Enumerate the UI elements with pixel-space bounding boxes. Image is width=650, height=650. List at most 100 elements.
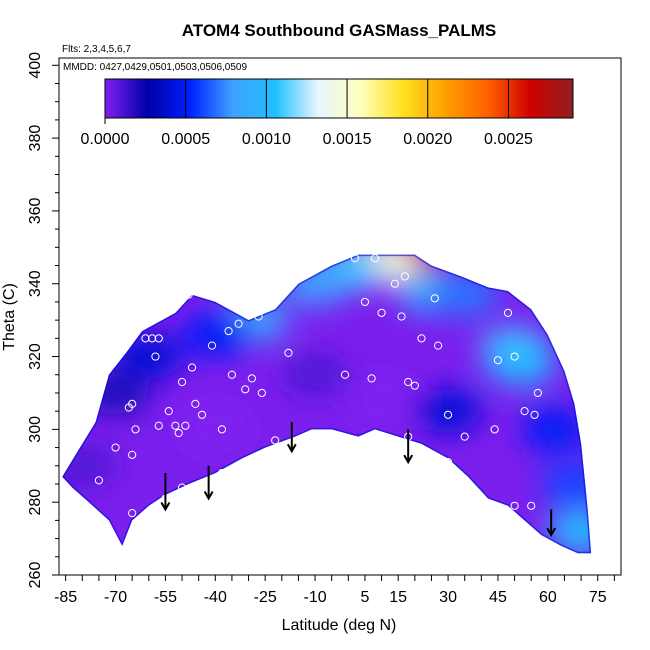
arrow-head <box>286 443 297 454</box>
x-tick-label: -55 <box>154 589 177 606</box>
field-blobs <box>62 254 592 554</box>
field-cell <box>547 509 592 554</box>
x-tick-label: 30 <box>439 589 457 606</box>
sample-point <box>191 399 200 408</box>
sample-point <box>417 334 426 343</box>
sample-point <box>297 454 306 463</box>
sample-point <box>377 308 386 317</box>
sample-point <box>141 334 150 343</box>
x-axis: -85 -70 -55 -40 -25 -10 5 15 30 45 60 75 <box>54 575 615 606</box>
sample-point <box>510 501 519 510</box>
x-axis-label: Latitude (deg N) <box>282 617 397 634</box>
y-tick-label: 260 <box>27 562 44 589</box>
sample-point <box>154 421 163 430</box>
sample-point <box>370 254 380 263</box>
sample-point <box>224 326 233 336</box>
sample-point <box>350 254 360 263</box>
field-cell <box>181 407 250 452</box>
arrow-head <box>160 501 171 512</box>
field-cell <box>181 312 250 357</box>
sample-point <box>174 428 183 438</box>
y-tick-label: 280 <box>27 489 44 516</box>
colorbar <box>104 78 574 119</box>
field-cell <box>520 407 589 452</box>
y-tick-label: 380 <box>27 125 44 152</box>
sample-point <box>277 447 286 456</box>
sample-point <box>430 294 439 303</box>
plot-frame <box>58 57 622 576</box>
sample-point <box>231 465 240 474</box>
dates-annotation: MMDD: 0427,0429,0501,0503,0506,0509 <box>63 62 247 73</box>
x-tick-label: 75 <box>589 589 607 606</box>
sample-point <box>367 374 376 383</box>
sample-point <box>443 458 453 467</box>
sample-point <box>234 319 243 328</box>
sample-point <box>181 421 190 430</box>
sample-point <box>510 352 519 361</box>
sample-point <box>217 425 227 434</box>
sample-point <box>390 279 399 288</box>
sample-points <box>94 254 542 518</box>
sample-point <box>434 341 443 350</box>
sample-point <box>227 370 237 379</box>
sample-point <box>184 290 193 299</box>
sample-point <box>128 509 137 518</box>
sample-point <box>443 410 453 419</box>
y-tick-label: 340 <box>27 270 44 297</box>
tropopause-arrow <box>160 473 171 512</box>
sample-point <box>171 421 180 430</box>
sample-point <box>271 436 280 445</box>
sample-point <box>151 352 160 361</box>
field-cell <box>487 341 556 386</box>
x-tick-label: 15 <box>389 589 407 606</box>
sample-point <box>503 308 513 317</box>
chart-title: ATOM4 Southbound GASMass_PALMS <box>182 21 497 40</box>
sample-point <box>497 505 506 514</box>
tropopause-arrow <box>286 422 297 454</box>
sample-point <box>254 312 263 321</box>
x-tick-label: 60 <box>539 589 557 606</box>
y-tick-label: 320 <box>27 343 44 370</box>
y-tick-label: 400 <box>27 52 44 79</box>
sample-point <box>128 399 137 408</box>
y-axis-label: Theta (C) <box>1 283 18 351</box>
field-cell <box>281 261 350 306</box>
colorbar-tick-label: 0.0010 <box>242 131 291 148</box>
sample-point <box>460 432 469 441</box>
arrow-head <box>403 454 414 465</box>
sample-point <box>533 388 542 398</box>
tropopause-arrow <box>546 509 557 537</box>
sample-point <box>241 385 250 394</box>
colorbar-ticks: 0.0000 0.0005 0.0010 0.0015 0.0020 0.0025 <box>81 79 533 148</box>
y-tick-label: 360 <box>27 197 44 224</box>
colorbar-tick-label: 0.0005 <box>161 131 210 148</box>
y-axis: 260 280 300 320 340 360 380 400 <box>27 52 59 589</box>
sample-point <box>164 407 173 416</box>
sample-point <box>410 381 419 390</box>
field-cell <box>540 461 592 506</box>
sample-point <box>187 363 197 372</box>
tropopause-arrow <box>403 429 414 465</box>
x-tick-label: -40 <box>204 589 227 606</box>
sample-point <box>177 483 187 492</box>
sample-point <box>217 468 227 478</box>
sample-point <box>207 341 217 350</box>
sample-point <box>490 425 499 434</box>
tropopause-arrows <box>160 422 557 537</box>
y-tick-label: 300 <box>27 416 44 443</box>
x-tick-label: -70 <box>104 589 127 606</box>
field-cell <box>347 378 416 423</box>
colorbar-tick-label: 0.0015 <box>323 131 372 148</box>
sample-point <box>493 356 503 365</box>
colorbar-tick-label: 0.0000 <box>81 131 130 148</box>
sample-point <box>404 377 413 387</box>
arrow-head <box>546 527 557 537</box>
flights-annotation: Flts: 2,3,4,5,6,7 <box>62 44 131 55</box>
sample-point <box>131 425 140 434</box>
sample-point <box>177 377 187 387</box>
tropopause-arrow <box>203 465 214 501</box>
sample-point <box>197 410 207 419</box>
sample-point <box>360 297 370 307</box>
sample-point <box>530 410 539 419</box>
